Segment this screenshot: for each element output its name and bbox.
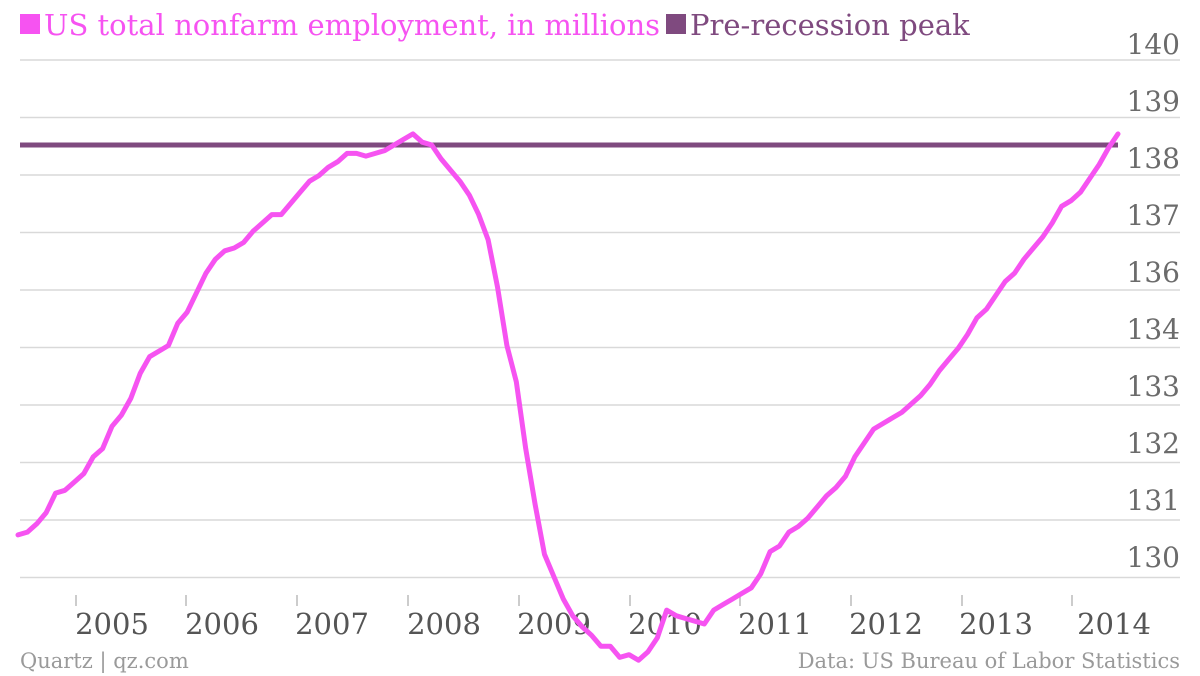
grid (20, 59, 1180, 579)
y-tick-label: 132 (1127, 427, 1180, 460)
legend-label-employment: US total nonfarm employment, in millions (44, 8, 660, 42)
y-tick-label: 140 (1127, 28, 1180, 61)
y-tick-label: 136 (1127, 256, 1180, 289)
x-tick-label: 2005 (75, 607, 149, 641)
x-tick-label: 2013 (959, 607, 1033, 641)
y-tick-label: 130 (1127, 541, 1180, 574)
y-tick-label: 133 (1127, 370, 1180, 403)
x-tick-label: 2011 (738, 607, 812, 641)
y-tick-label: 131 (1127, 484, 1180, 517)
legend-label-peak: Pre-recession peak (690, 8, 970, 42)
y-tick-label: 134 (1127, 313, 1180, 346)
series-line-employment (15, 131, 1121, 663)
data-source: Data: US Bureau of Labor Statistics (798, 649, 1180, 673)
y-tick-label: 139 (1127, 85, 1180, 118)
source-credit: Quartz | qz.com (20, 649, 189, 674)
legend-swatch-peak (666, 14, 686, 34)
x-tick-label: 2012 (849, 607, 923, 641)
y-tick-label: 137 (1127, 199, 1180, 232)
x-tick-label: 2014 (1077, 607, 1151, 641)
y-axis: 140 139 138 137 136 134 133 132 131 130 (1127, 28, 1180, 574)
legend-swatch-employment (20, 14, 40, 34)
x-tick-label: 2006 (185, 607, 259, 641)
x-axis-ticks (75, 595, 1073, 606)
x-tick-label: 2008 (407, 607, 481, 641)
x-axis: 2005 2006 2007 2008 2009 2010 2011 2012 … (75, 607, 1151, 641)
y-tick-label: 138 (1127, 142, 1180, 175)
legend: US total nonfarm employment, in millions… (20, 8, 970, 42)
x-tick-label: 2007 (295, 607, 369, 641)
